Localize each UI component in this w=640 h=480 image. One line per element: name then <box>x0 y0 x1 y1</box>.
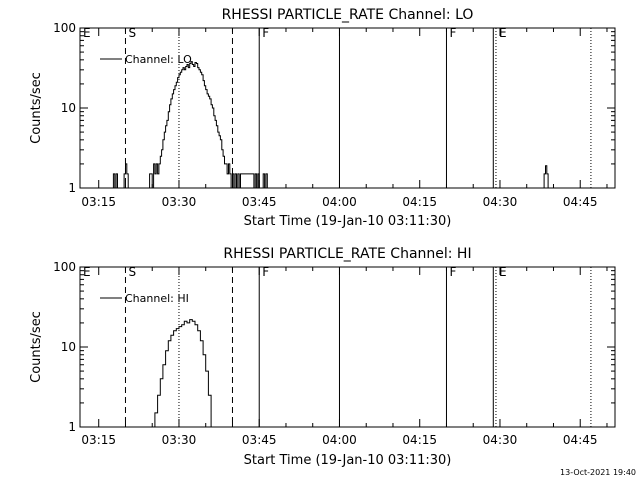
chart2-x-tick-label: 03:45 <box>242 433 277 447</box>
chart2-event-marker-label: S <box>128 265 136 279</box>
chart1-title: RHESSI PARTICLE_RATE Channel: LO <box>222 7 474 23</box>
chart2-x-tick-label: 04:15 <box>402 433 437 447</box>
chart2-event-marker-label: F <box>449 265 456 279</box>
chart2-x-tick-label: 03:15 <box>81 433 116 447</box>
chart1-legend-label: Channel: LO <box>125 53 192 66</box>
chart2-y-axis-label: Counts/sec <box>29 311 44 383</box>
chart2-series-line <box>152 319 212 428</box>
chart2-y-tick-label: 100 <box>53 260 76 274</box>
chart1-y-tick-label: 10 <box>61 101 76 115</box>
chart1-x-tick-label: 04:00 <box>322 195 357 209</box>
chart2-x-tick-label: 03:30 <box>162 433 197 447</box>
chart2-x-tick-label: 04:45 <box>563 433 598 447</box>
chart1-event-marker-label: F <box>449 26 456 40</box>
chart2-x-tick-label: 04:30 <box>483 433 518 447</box>
chart2-x-tick-label: 04:00 <box>322 433 357 447</box>
chart2-plot-frame <box>79 266 616 428</box>
chart1-event-marker-label: S <box>128 26 136 40</box>
chart1-y-axis-label: Counts/sec <box>29 72 44 144</box>
chart1-x-tick-label: 03:15 <box>81 195 116 209</box>
chart1-x-tick-label: 04:15 <box>402 195 437 209</box>
chart1-x-tick-label: 03:30 <box>162 195 197 209</box>
chart2-x-axis-label: Start Time (19-Jan-10 03:11:30) <box>244 453 452 468</box>
chart1-y-tick-label: 1 <box>68 181 76 195</box>
chart2-panel: RHESSI PARTICLE_RATE Channel: HI Start Ti… <box>29 246 616 468</box>
chart2-y-tick-label: 1 <box>68 420 76 434</box>
chart2-legend-label: Channel: HI <box>125 292 189 305</box>
timestamp-label: 13-Oct-2021 19:40 <box>560 468 636 477</box>
chart2-title: RHESSI PARTICLE_RATE Channel: HI <box>223 246 471 262</box>
chart2-event-marker-label: E <box>499 265 507 279</box>
chart1-event-marker-label: E <box>83 26 91 40</box>
chart1-event-marker-label: F <box>262 26 269 40</box>
chart1-x-tick-label: 04:45 <box>563 195 598 209</box>
chart1-y-tick-label: 100 <box>53 21 76 35</box>
chart2-y-tick-label: 10 <box>61 340 76 354</box>
chart1-panel: RHESSI PARTICLE_RATE Channel: LO Start Ti… <box>29 7 616 229</box>
chart1-x-tick-label: 03:45 <box>242 195 277 209</box>
chart1-series-line <box>112 61 549 189</box>
chart1-event-marker-label: E <box>499 26 507 40</box>
chart2-event-marker-label: E <box>83 265 91 279</box>
chart1-x-tick-label: 04:30 <box>483 195 518 209</box>
chart2-event-marker-label: F <box>262 265 269 279</box>
chart1-x-axis-label: Start Time (19-Jan-10 03:11:30) <box>244 214 452 229</box>
